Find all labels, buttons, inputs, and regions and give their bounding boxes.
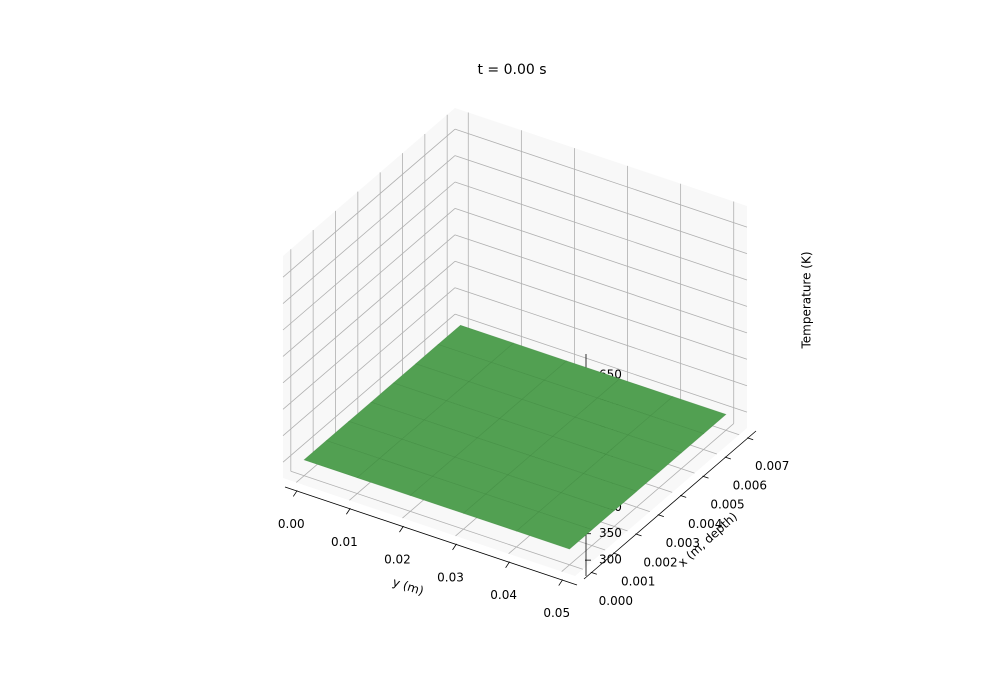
x-tick-label: 0.00	[278, 517, 305, 531]
y-tick-label: 0.001	[621, 575, 655, 589]
z-tick-label: 300	[599, 553, 622, 567]
x-tick-label: 0.03	[437, 570, 464, 584]
y-axis-line	[583, 430, 757, 580]
grid-line	[454, 155, 748, 254]
y-tick-label: 0.004	[688, 517, 722, 531]
x-axis-label: y (m)	[391, 575, 426, 598]
surface-facet	[515, 511, 593, 550]
grid-line	[282, 260, 456, 410]
x-tick-label: 0.04	[490, 588, 517, 602]
y-tick-label: 0.007	[755, 459, 789, 473]
tick-mark	[399, 525, 404, 533]
grid-line	[282, 313, 456, 463]
grid-line	[454, 287, 748, 387]
y-tick-label: 0.002	[643, 555, 677, 569]
x-tick-label: 0.01	[331, 535, 358, 549]
grid-line	[454, 234, 748, 334]
tick-mark	[558, 579, 564, 586]
y-tick-label: 0.000	[599, 594, 633, 608]
tick-mark	[505, 561, 510, 568]
grid-line	[454, 181, 748, 281]
grid-line	[282, 287, 456, 437]
grid-line	[454, 208, 748, 307]
pane-left	[283, 108, 455, 478]
grid-line	[282, 208, 456, 357]
x-tick-label: 0.05	[543, 606, 570, 620]
y-tick-label: 0.003	[666, 536, 700, 550]
grid-line	[454, 260, 748, 360]
grid-line	[282, 155, 456, 304]
grid-line	[561, 423, 734, 572]
x-tick-label: 0.02	[384, 553, 411, 567]
chart-title: t = 0.00 s	[477, 62, 546, 78]
tick-mark	[346, 508, 351, 515]
z-axis-label: Temperature (K)	[800, 251, 814, 349]
y-tick-label: 0.005	[710, 498, 744, 512]
grid-line	[282, 234, 456, 384]
z-tick-label: 350	[599, 526, 622, 540]
tick-mark	[452, 543, 457, 551]
grid-line	[454, 128, 748, 228]
x-axis-line	[284, 486, 578, 586]
grid-line	[454, 313, 748, 413]
y-tick-label: 0.006	[733, 478, 767, 492]
grid-line	[282, 128, 456, 278]
grid-line	[290, 470, 583, 570]
tick-mark	[292, 490, 298, 497]
grid-line	[282, 181, 456, 331]
